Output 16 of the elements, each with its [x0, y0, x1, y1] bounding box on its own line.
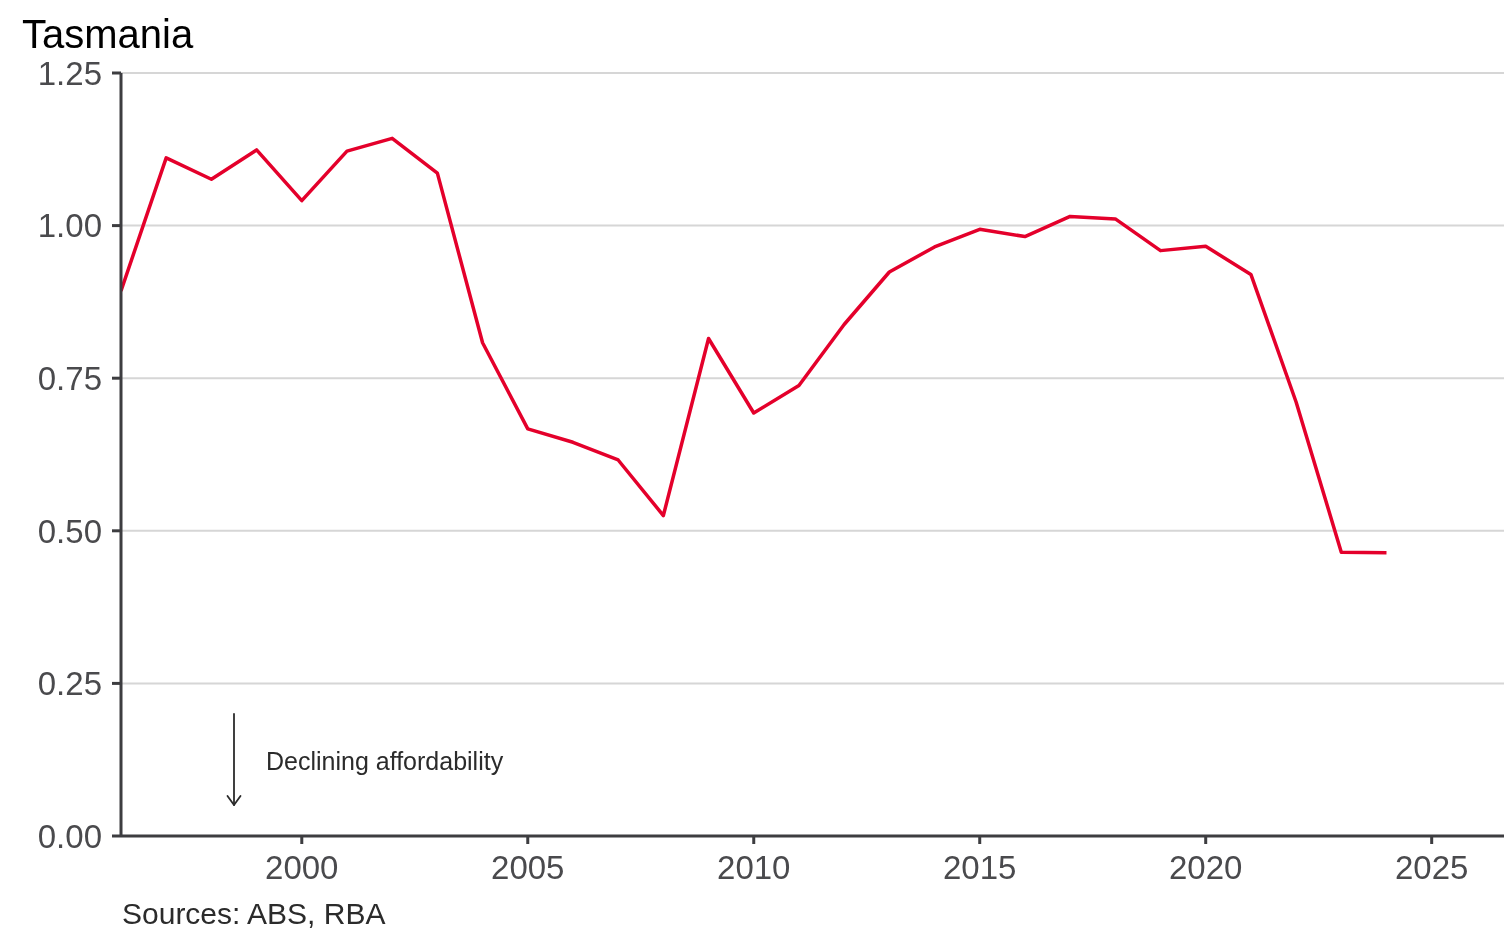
- annotation: Declining affordability: [266, 747, 504, 775]
- line-series: [121, 136, 1389, 555]
- source-note: Sources: ABS, RBA: [122, 897, 386, 930]
- y-tick-label: 0.00: [37, 817, 102, 855]
- y-tick-label: 1.00: [37, 207, 102, 245]
- y-tick-label: 0.50: [37, 512, 102, 550]
- y-tick-label: 0.25: [37, 665, 102, 703]
- x-tick-label: 2025: [1394, 849, 1469, 887]
- x-tick-label: 2010: [717, 849, 791, 887]
- y-tick-label: 0.75: [37, 359, 102, 397]
- y-tick-label: 1.25: [37, 54, 102, 92]
- x-tick-label: 2005: [491, 849, 565, 887]
- x-tick-label: 2015: [943, 849, 1017, 887]
- chart-title: Tasmania: [22, 12, 194, 56]
- x-tick-label: 2000: [265, 849, 339, 887]
- x-tick-label: 2020: [1168, 849, 1243, 887]
